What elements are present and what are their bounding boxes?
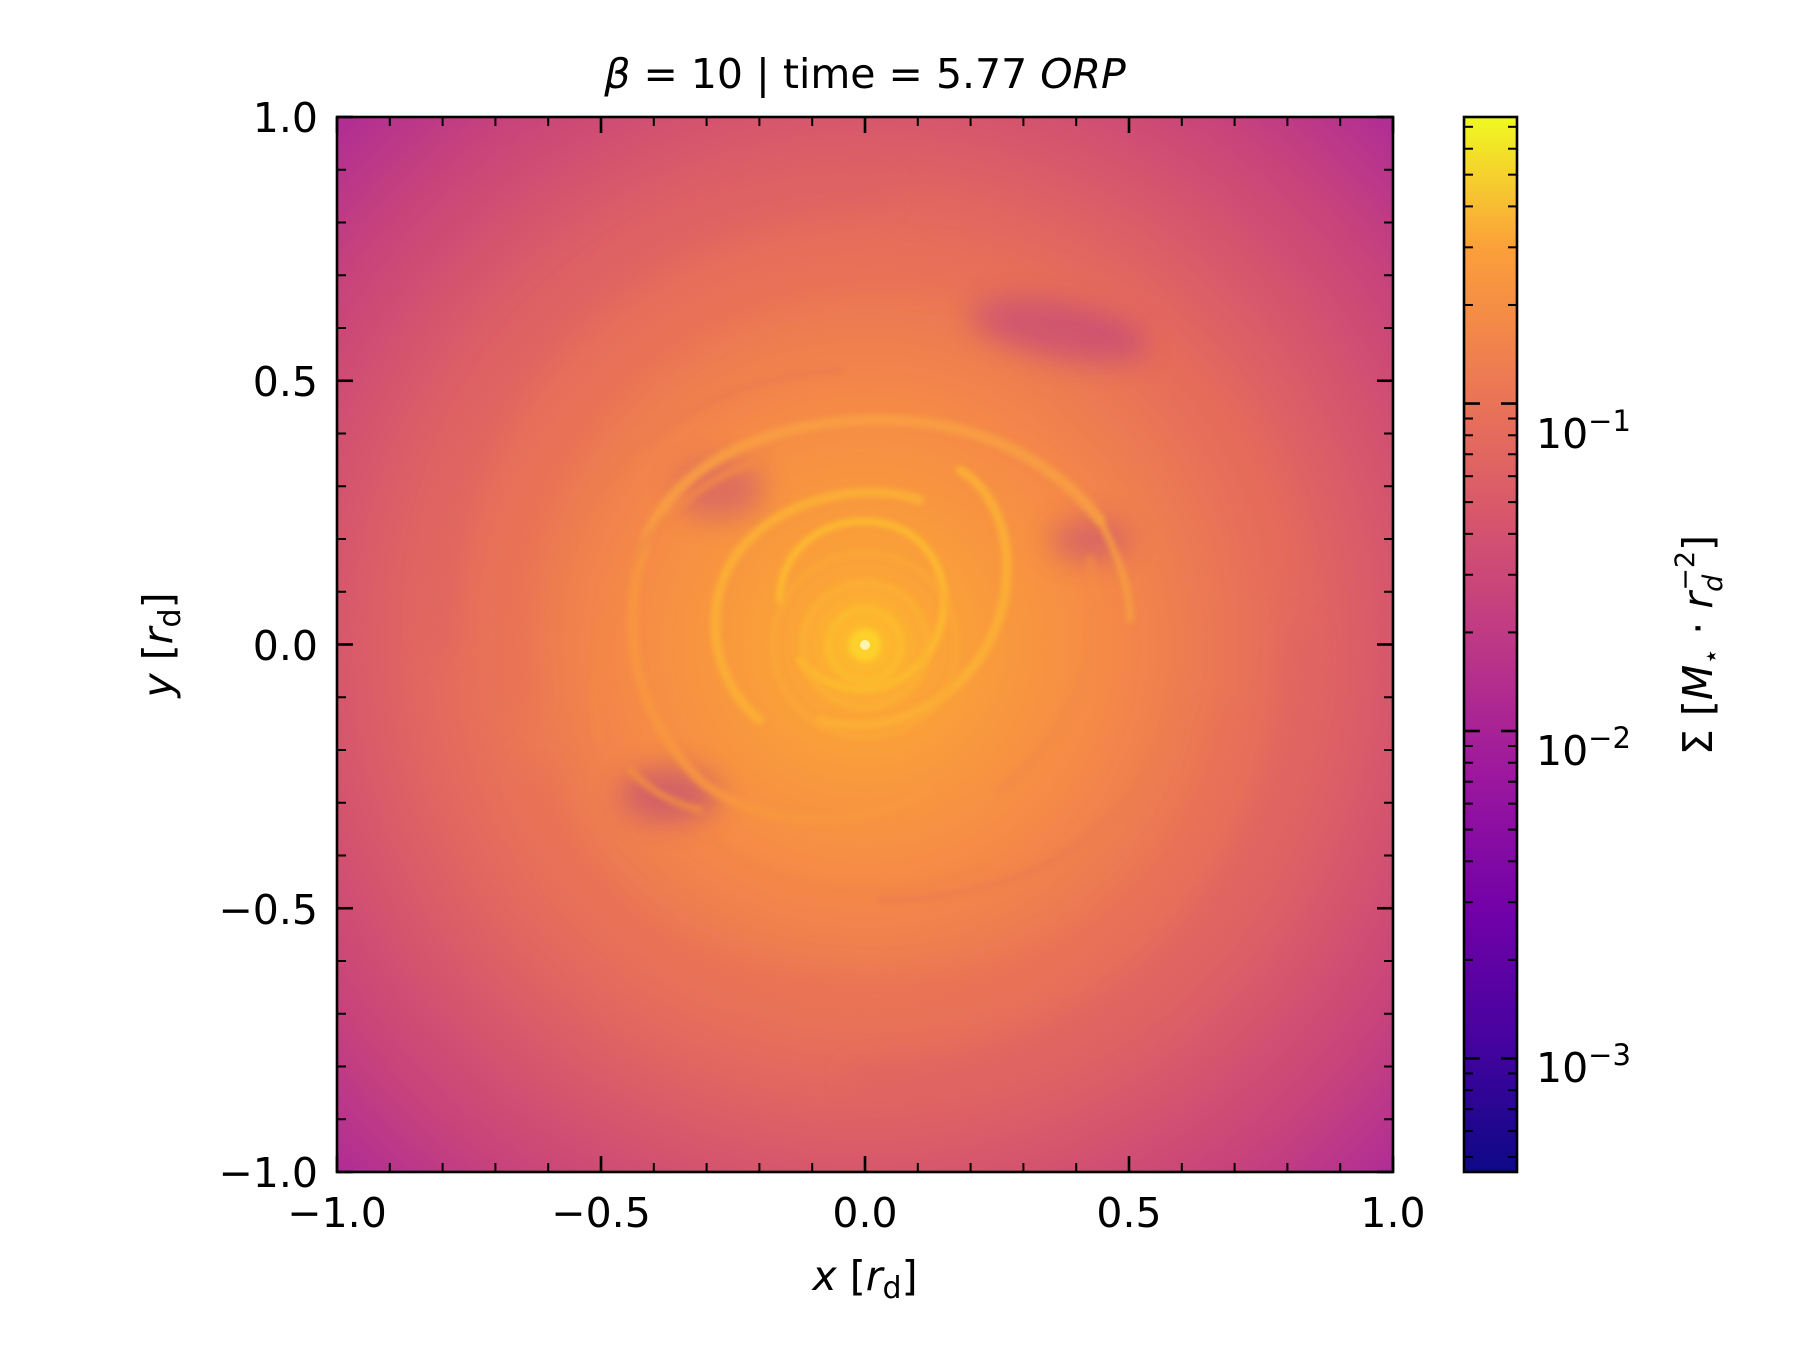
y-tick-label: −0.5 — [218, 886, 318, 934]
colorbar-tick-label: 10−3 — [1536, 1038, 1631, 1092]
y-tick-labels: 1.0 0.5 0.0 −0.5 −1.0 — [218, 94, 318, 1197]
plot-ticks — [335, 115, 1395, 1174]
y-axis-label: y [rd] — [134, 592, 188, 699]
colorbar-tick-label: 10−1 — [1536, 404, 1631, 458]
chart-title: β = 10 | time = 5.77 ORP — [603, 50, 1126, 98]
x-tick-label: 0.5 — [1096, 1189, 1161, 1237]
x-tick-label: 0.0 — [832, 1189, 897, 1237]
colorbar-tick-label: 10−2 — [1536, 721, 1631, 775]
y-tick-label: 0.5 — [253, 358, 318, 406]
y-tick-label: 0.0 — [253, 622, 318, 670]
colorbar-ticks — [1464, 125, 1517, 1159]
x-tick-labels: −1.0 −0.5 0.0 0.5 1.0 — [287, 1189, 1425, 1237]
x-axis-label: x [rd] — [810, 1252, 917, 1306]
heatmap-image — [337, 117, 1393, 1172]
y-tick-label: −1.0 — [218, 1149, 318, 1197]
x-tick-label: −1.0 — [287, 1189, 387, 1237]
colorbar-tick-labels: 10−1 10−2 10−3 — [1536, 404, 1631, 1092]
colorbar-label: Σ [M⋆ · rd−2] — [1670, 535, 1729, 755]
colorbar — [1462, 115, 1519, 1174]
x-tick-label: 1.0 — [1360, 1189, 1425, 1237]
y-tick-label: 1.0 — [253, 94, 318, 142]
x-tick-label: −0.5 — [551, 1189, 651, 1237]
